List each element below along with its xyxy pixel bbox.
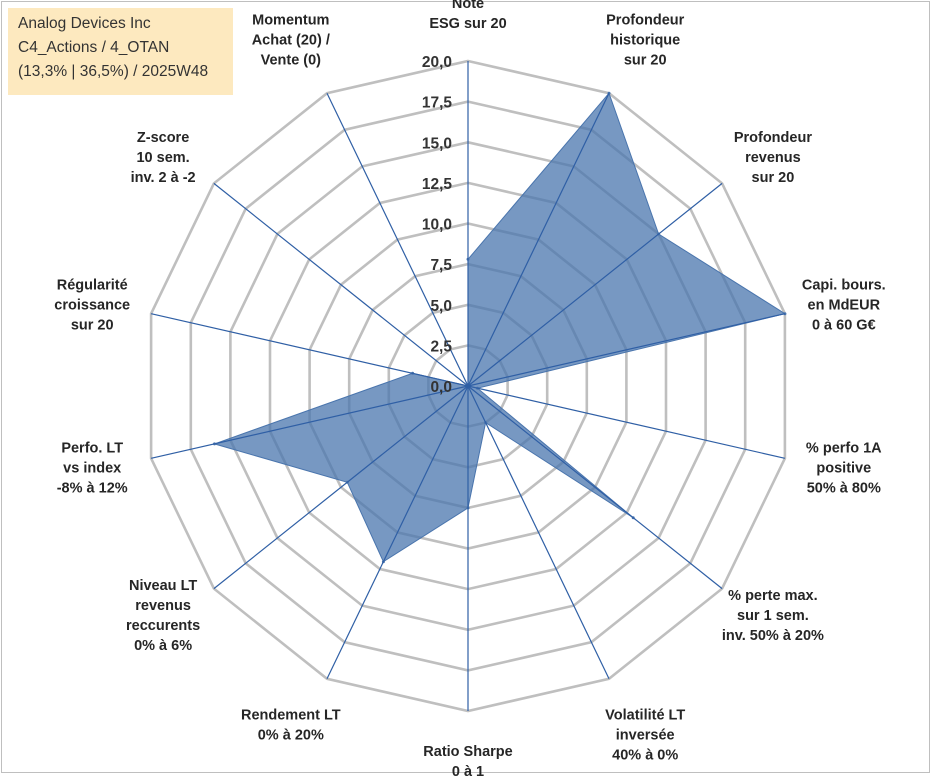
axis-label: % perfo 1A positive 50% à 80% xyxy=(806,441,882,497)
axis-label: Momentum Achat (20) / Vente (0) xyxy=(252,12,330,68)
tick-label: 17,5 xyxy=(422,95,453,112)
tick-label: 12,5 xyxy=(422,176,453,193)
tick-label: 5,0 xyxy=(430,298,452,315)
tick-label: 7,5 xyxy=(430,257,452,274)
axis-spoke xyxy=(467,92,610,387)
tick-label: 20,0 xyxy=(422,54,452,71)
tick-label: 15,0 xyxy=(422,135,452,152)
info-box: Analog Devices Inc C4_Actions / 4_OTAN (… xyxy=(8,8,233,95)
axis-label: Niveau LT revenus reccurents 0% à 6% xyxy=(126,578,200,654)
axis-label: Z-score 10 sem. inv. 2 à -2 xyxy=(131,130,196,186)
axis-spoke xyxy=(213,385,469,590)
data-area xyxy=(212,92,787,563)
axis-spoke xyxy=(467,385,610,680)
axis-spoke xyxy=(326,92,469,387)
axis-spoke xyxy=(467,385,723,590)
axis-label: % perte max. sur 1 sem. inv. 50% à 20% xyxy=(722,588,824,644)
axis-label: Volatilité LT inversée 40% à 0% xyxy=(605,708,685,764)
axis-spoke xyxy=(326,385,469,680)
axis-label: Perfo. LT vs index -8% à 12% xyxy=(57,441,128,497)
axis-spoke xyxy=(467,385,786,459)
portfolio-code: C4_Actions / 4_OTAN xyxy=(18,39,170,56)
axis-spoke xyxy=(150,313,469,387)
axis-label: Note ESG sur 20 xyxy=(429,0,506,32)
axis-label: Profondeur revenus sur 20 xyxy=(734,130,812,186)
axis-label: Capi. bours. en MdEUR 0 à 60 G€ xyxy=(802,277,886,333)
axis-label: Rendement LT 0% à 20% xyxy=(241,708,341,744)
axis-spokes xyxy=(150,61,786,711)
axis-label: Profondeur historique sur 20 xyxy=(606,12,684,68)
axis-spoke xyxy=(150,385,469,459)
axis-label: Ratio Sharpe 0 à 1 xyxy=(423,744,512,776)
company-name: Analog Devices Inc xyxy=(18,15,151,32)
tick-label: 10,0 xyxy=(422,217,452,234)
axis-spoke xyxy=(467,182,723,387)
stats-line: (13,3% | 36,5%) / 2025W48 xyxy=(18,63,209,80)
axis-label: Régularité croissance sur 20 xyxy=(54,277,130,333)
axis-spoke xyxy=(213,182,469,387)
axis-spoke xyxy=(467,313,786,387)
tick-label: 2,5 xyxy=(430,338,452,355)
tick-label: 0,0 xyxy=(430,379,452,396)
